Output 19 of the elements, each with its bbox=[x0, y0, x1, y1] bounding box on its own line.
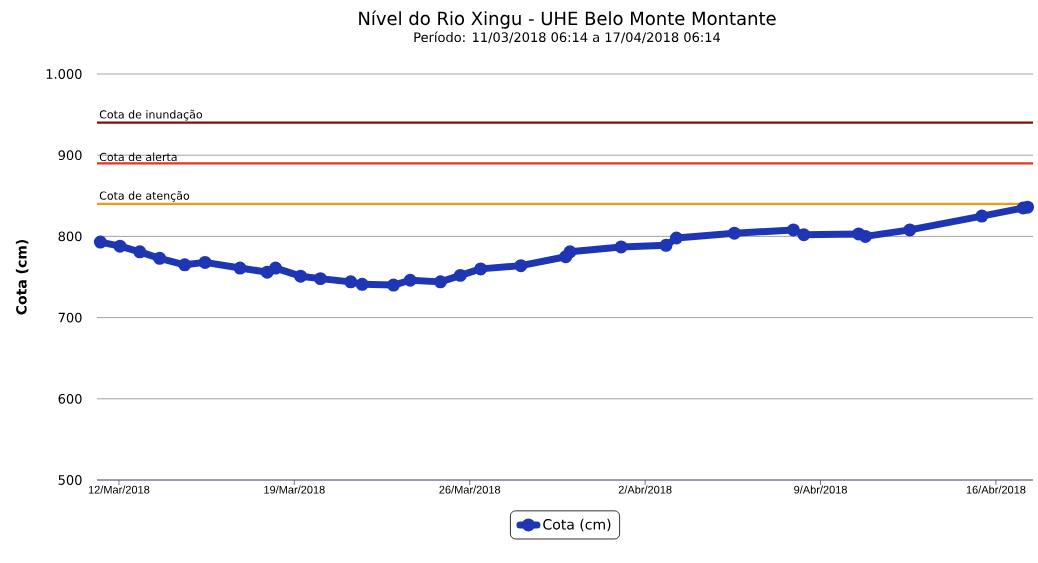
ref-line-label: Cota de alerta bbox=[99, 152, 177, 162]
x-tick-label: 26/Mar/2018 bbox=[439, 485, 501, 494]
y-tick-label: 500 bbox=[58, 475, 82, 485]
y-tick-label: 800 bbox=[58, 231, 82, 242]
ref-line-label: Cota de inundação bbox=[99, 109, 203, 121]
x-tick-label: 16/Abr/2018 bbox=[966, 485, 1026, 494]
y-tick-label: 1.000 bbox=[46, 69, 82, 79]
x-tick-label: 2/Abr/2018 bbox=[618, 485, 672, 494]
chart-title: Nível do Rio Xingu - UHE Belo Monte Montante bbox=[359, 10, 776, 29]
y-tick-label: 900 bbox=[58, 150, 82, 161]
x-tick-label: 9/Abr/2018 bbox=[794, 485, 847, 494]
y-tick-label: 600 bbox=[58, 393, 82, 404]
y-tick-label: 700 bbox=[58, 312, 82, 323]
ref-line-label: Cota de atenção bbox=[99, 191, 190, 202]
y-axis-title: Cota (cm) bbox=[15, 239, 29, 315]
legend-label: Cota (cm) bbox=[543, 518, 611, 532]
chart-subtitle: Período: 11/03/2018 06:14 a 17/04/2018 06:14 bbox=[414, 31, 721, 44]
x-tick-label: 19/Mar/2018 bbox=[264, 485, 325, 494]
x-tick-label: 12/Mar/2018 bbox=[88, 485, 150, 494]
